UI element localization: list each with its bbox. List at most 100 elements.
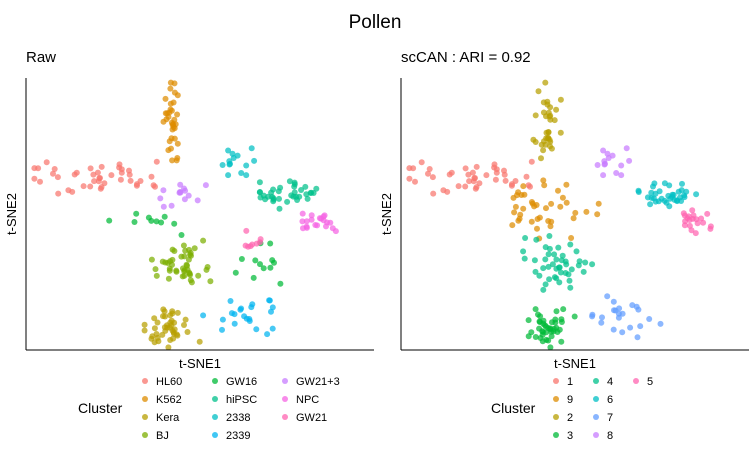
y-axis-label: t-SNE2 [4,193,19,235]
point-3 [539,331,546,338]
point-kera [141,327,148,334]
point-7 [604,293,611,300]
point-hl60 [90,171,97,178]
point-1 [483,172,490,179]
point-gw21 [245,243,252,250]
point-9 [570,215,577,222]
point-gw21 [243,227,250,234]
point-2 [543,113,549,120]
point-9 [559,194,566,201]
point-5 [692,230,699,237]
point-1 [473,184,480,191]
legend-label: 3 [567,430,573,442]
point-2339 [228,310,235,317]
point-5 [681,222,688,229]
legend-key [593,432,599,438]
point-7 [611,307,617,314]
point-9 [541,182,548,189]
point-3 [551,325,557,332]
point-9 [512,203,519,210]
legend-label: HL60 [156,376,182,388]
point-9 [548,218,555,225]
point-2339 [246,318,253,324]
point-1 [462,183,469,190]
point-hl60 [153,158,160,165]
point-2 [532,139,539,145]
point-kera [161,324,168,331]
point-4 [567,241,574,248]
point-1 [471,175,478,182]
point-npc [329,225,336,232]
point-gw21-3 [181,185,187,192]
point-4 [532,268,539,275]
point-1 [429,174,436,181]
point-8 [618,172,625,179]
legend-key [553,378,559,384]
point-hl60 [55,190,62,197]
point-8 [626,157,633,164]
point-4 [540,286,547,293]
point-hl60 [108,172,115,179]
point-9 [572,209,579,216]
point-hipsc [298,187,305,193]
point-9 [594,211,601,218]
point-bj [180,242,187,249]
figure-title: Pollen [349,12,402,33]
point-k562 [174,92,181,99]
point-4 [573,248,580,255]
point-9 [557,203,564,210]
point-6 [693,191,700,198]
point-4 [576,258,583,265]
point-gw16 [267,240,274,247]
point-hl60 [126,167,132,174]
panel-title: scCAN : ARI = 0.92 [401,49,531,66]
point-gw16 [158,219,165,226]
legend-label: 6 [607,394,613,406]
point-npc [299,210,306,217]
point-npc [323,223,329,230]
point-kera [181,322,187,328]
point-4 [542,244,549,251]
point-hl60 [73,169,80,176]
point-4 [542,281,549,288]
point-1 [492,176,499,183]
point-hipsc [302,183,309,190]
point-3 [560,306,567,313]
point-9 [595,200,602,207]
point-1 [512,178,519,184]
point-kera [141,321,148,328]
point-6 [666,203,673,210]
point-bj [169,261,175,268]
point-2339 [227,298,234,304]
point-gw16 [269,257,276,264]
point-6 [650,183,656,190]
point-2 [540,147,547,154]
point-4 [545,251,552,258]
point-2338 [225,172,232,179]
point-3 [535,311,541,318]
point-3 [552,316,559,323]
legend-key [282,414,288,420]
legend-key [282,378,288,384]
y-axis-label: t-SNE2 [379,193,394,235]
point-kera [151,325,158,332]
point-k562 [167,85,174,92]
point-hl60 [96,175,103,182]
point-2339 [264,331,271,338]
point-bj [169,246,176,253]
point-2338 [229,150,236,157]
point-gw16 [178,232,185,238]
point-5 [689,207,696,214]
point-npc [308,212,315,219]
point-7 [598,319,605,326]
legend-label: 2338 [226,412,250,424]
point-2339 [253,326,260,333]
point-k562 [168,119,175,126]
point-gw16 [106,217,113,224]
point-npc [303,218,310,225]
point-gw21-3 [177,181,184,188]
point-kera [182,316,189,323]
scatter-points [31,79,339,351]
point-gw16 [153,218,160,225]
